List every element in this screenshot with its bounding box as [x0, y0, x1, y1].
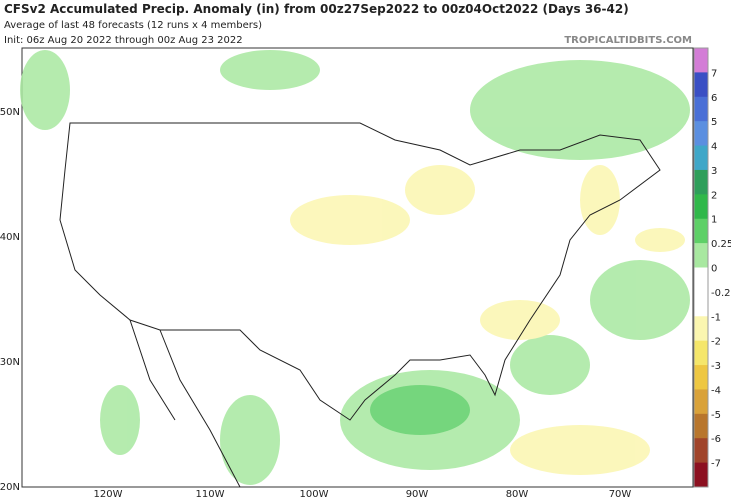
- colorbar-label: -4: [711, 385, 721, 396]
- colorbar-swatch: [694, 169, 708, 195]
- colorbar-label: -6: [711, 434, 721, 445]
- lat-label: 20N: [0, 482, 20, 493]
- colorbar-swatch: [694, 340, 708, 366]
- colorbar-swatch: [694, 462, 708, 488]
- colorbar-swatch: [694, 194, 708, 220]
- us-outline: [59, 122, 661, 421]
- wet-area: [100, 385, 140, 455]
- colorbar-label: -1: [711, 312, 721, 323]
- lon-label: 120W: [94, 489, 123, 500]
- dry-area: [290, 195, 410, 245]
- colorbar-swatch: [694, 413, 708, 439]
- colorbar-swatch: [694, 267, 708, 293]
- lat-label: 40N: [0, 232, 20, 243]
- colorbar-label: -7: [711, 459, 721, 470]
- colorbar-swatch: [694, 316, 708, 342]
- subtitle: Average of last 48 forecasts (12 runs x …: [4, 20, 262, 31]
- source: TROPICALTIDBITS.COM: [564, 35, 692, 46]
- colorbar-swatch: [694, 218, 708, 244]
- colorbar-label: 3: [711, 166, 717, 177]
- colorbar-label: 1: [711, 215, 717, 226]
- colorbar-label: -5: [711, 410, 721, 421]
- dry-area: [480, 300, 560, 340]
- dry-area: [635, 228, 685, 252]
- colorbar-swatch: [694, 389, 708, 415]
- colorbar-label: 5: [711, 117, 717, 128]
- init-text: Init: 06z Aug 20 2022 through 00z Aug 23…: [4, 35, 243, 46]
- colorbar-swatch: [694, 438, 708, 464]
- colorbar-label: 0: [711, 264, 717, 275]
- colorbar-label: -0.25: [711, 288, 731, 299]
- lon-label: 110W: [196, 489, 225, 500]
- colorbar-label: 4: [711, 142, 717, 153]
- colorbar-swatch: [694, 291, 708, 317]
- lon-label: 100W: [300, 489, 329, 500]
- colorbar-swatch: [694, 48, 708, 73]
- title: CFSv2 Accumulated Precip. Anomaly (in) f…: [4, 2, 629, 16]
- colorbar-label: 2: [711, 190, 717, 201]
- wet-area: [20, 50, 70, 130]
- lon-label: 90W: [406, 489, 429, 500]
- colorbar-swatch: [694, 145, 708, 171]
- colorbar-swatch: [694, 72, 708, 98]
- colorbar-label: 0.25: [711, 239, 731, 250]
- wet-area: [590, 260, 690, 340]
- wet-area: [510, 335, 590, 395]
- anomaly-fields: [20, 50, 690, 485]
- lat-label: 30N: [0, 357, 20, 368]
- colorbar-swatch: [694, 365, 708, 390]
- colorbar-label: 7: [711, 68, 717, 79]
- lon-label: 70W: [609, 489, 632, 500]
- wet-area: [470, 60, 690, 160]
- mexico-coast: [129, 319, 241, 488]
- colorbar-label: -3: [711, 361, 721, 372]
- colorbar-swatch: [694, 121, 708, 147]
- dry-area: [405, 165, 475, 215]
- colorbar-swatch: [694, 96, 708, 122]
- dry-area: [580, 165, 620, 235]
- wet-area: [220, 395, 280, 485]
- lon-label: 80W: [506, 489, 529, 500]
- colorbar-label: -2: [711, 337, 721, 348]
- wet-area: [220, 50, 320, 90]
- wet-area: [370, 385, 470, 435]
- colorbar-frame: [693, 47, 709, 488]
- colorbar-label: 6: [711, 93, 717, 104]
- dry-area: [510, 425, 650, 475]
- lat-label: 50N: [0, 107, 20, 118]
- colorbar-swatch: [694, 243, 708, 268]
- map: [20, 47, 694, 488]
